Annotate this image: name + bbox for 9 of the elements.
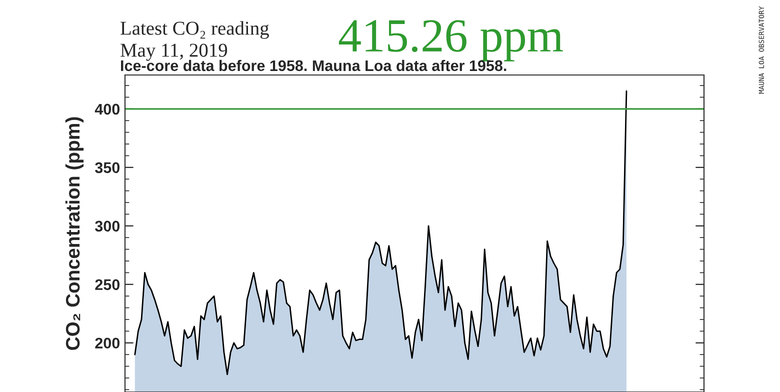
chart-title: Latest CO₂ reading [120, 21, 269, 39]
y-tick-label: 200 [95, 338, 120, 349]
chart-subtitle: May 11, 2019 [120, 44, 228, 61]
text: Ice-core data before 1958. Mauna Loa data after 1958. [121, 60, 506, 72]
y-tick-label: 250 [95, 279, 120, 290]
y-tick-label: 400 [94, 104, 120, 115]
y-tick-label: 300 [95, 220, 120, 232]
y-axis-title: CO₂ Concentration (ppm) [65, 117, 84, 350]
y-tick-label: 350 [95, 162, 120, 174]
